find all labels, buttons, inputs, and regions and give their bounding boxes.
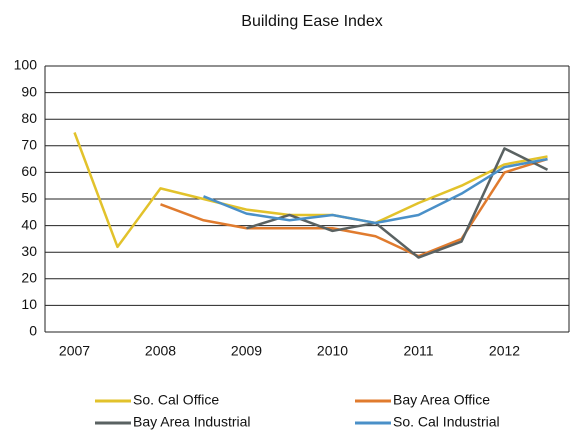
y-tick-label: 60 [21, 163, 37, 179]
y-tick-label: 90 [21, 83, 37, 99]
legend-label: Bay Area Office [393, 392, 490, 408]
line-series [246, 147, 549, 259]
y-tick-label: 100 [14, 57, 38, 73]
y-tick-label: 50 [21, 190, 37, 206]
x-tick-label: 2012 [489, 343, 520, 359]
y-tick-label: 70 [21, 137, 37, 153]
legend-label: So. Cal Office [133, 392, 219, 408]
y-tick-label: 20 [21, 270, 37, 286]
line-series [160, 157, 548, 258]
x-tick-label: 2007 [59, 343, 90, 359]
y-tick-label: 80 [21, 110, 37, 126]
legend-label: So. Cal Industrial [393, 414, 500, 430]
y-tick-label: 0 [29, 323, 37, 339]
y-tick-label: 40 [21, 216, 37, 232]
x-tick-label: 2009 [231, 343, 262, 359]
x-tick-label: 2010 [317, 343, 348, 359]
y-tick-label: 30 [21, 243, 37, 259]
x-tick-label: 2008 [145, 343, 176, 359]
legend-label: Bay Area Industrial [133, 414, 251, 430]
y-tick-label: 10 [21, 296, 37, 312]
x-tick-label: 2011 [403, 343, 433, 359]
line-series [203, 157, 548, 225]
line-series [73, 132, 548, 249]
chart-title: Building Ease Index [241, 13, 382, 30]
